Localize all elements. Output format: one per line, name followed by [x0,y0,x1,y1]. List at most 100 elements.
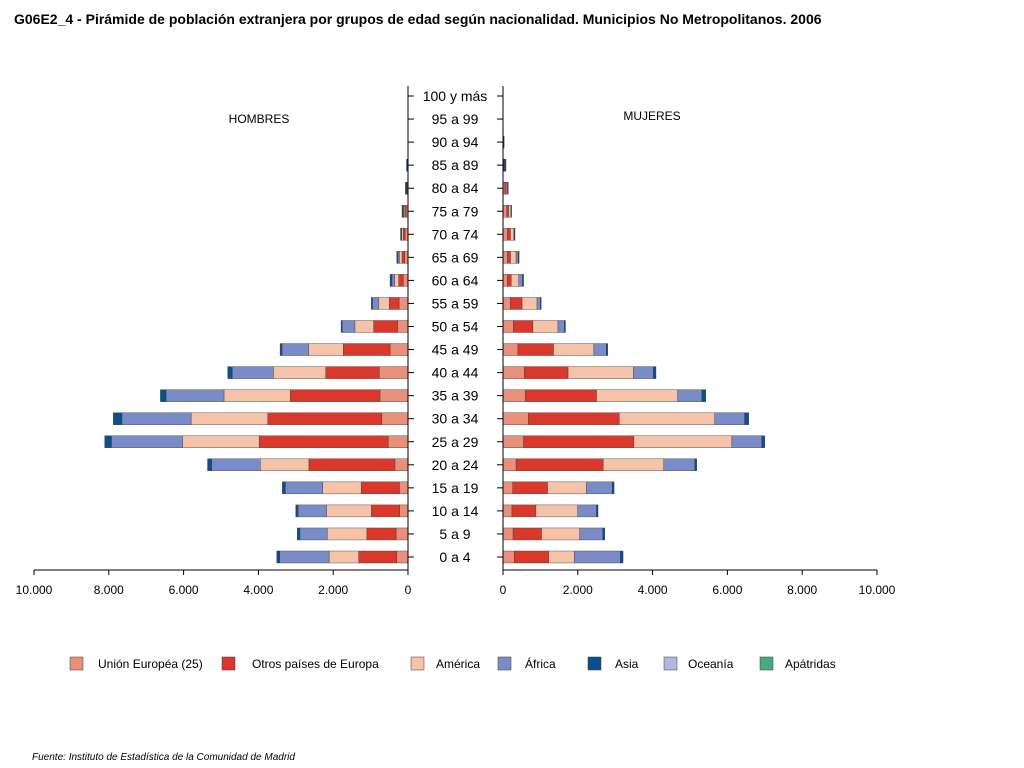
legend-swatch-union-europea-25 [69,656,84,671]
bar-hombres-45-a-49-otros-paises-de-europa [343,343,391,356]
legend-swatch-africa [497,656,512,671]
bar-hombres-45-a-49-africa [281,343,309,356]
bar-mujeres-20-a-24-africa [663,458,696,471]
age-label-10-a-14: 10 a 14 [432,503,479,519]
bar-mujeres-30-a-34-africa [714,412,745,425]
legend-swatch-oceania [663,656,678,671]
bar-hombres-0-a-4-otros-paises-de-europa [358,550,397,564]
bar-hombres-60-a-64-africa [391,274,395,287]
bar-hombres-5-a-9-asia [297,527,301,541]
bar-mujeres-65-a-69-union-europea-25 [502,251,508,264]
x-tick-label-left: 10.000 [16,583,53,597]
bar-hombres-20-a-24-otros-paises-de-europa [308,458,396,471]
bar-mujeres-10-a-14-asia [596,504,599,518]
legend: Unión Européa (25) Otros países de Europa… [69,656,836,671]
bar-hombres-15-a-19-america [322,481,362,495]
bar-mujeres-75-a-79-otros-paises-de-europa [506,205,509,218]
bar-mujeres-30-a-34-otros-paises-de-europa [528,412,620,425]
bar-mujeres-20-a-24-asia [694,458,697,471]
bar-mujeres-10-a-14-america [535,504,578,518]
bar-mujeres-45-a-49-america [553,343,595,356]
bar-hombres-55-a-59-otros-paises-de-europa [389,297,400,310]
bar-hombres-25-a-29-africa [111,435,183,448]
bar-mujeres-0-a-4-america [548,550,575,564]
legend-label-africa: África [525,656,556,671]
bar-hombres-55-a-59-africa [372,297,380,310]
bar-mujeres-70-a-74-america [510,228,515,241]
bar-mujeres-0-a-4-asia [620,550,624,564]
bar-mujeres-35-a-39-asia [701,389,706,402]
bar-mujeres-50-a-54-otros-paises-de-europa [513,320,534,333]
bar-mujeres-65-a-69-africa [515,251,519,264]
bar-mujeres-40-a-44-america [567,366,634,379]
bar-mujeres-70-a-74-asia [514,228,516,241]
bar-hombres-25-a-29-asia [104,435,112,448]
bar-mujeres-55-a-59-union-europea-25 [502,297,511,310]
bars-hombres [104,158,409,564]
bar-hombres-30-a-34-africa [121,412,192,425]
bar-mujeres-25-a-29-union-europea-25 [502,435,524,448]
bar-mujeres-45-a-49-otros-paises-de-europa [517,343,554,356]
bar-mujeres-5-a-9-otros-paises-de-europa [512,527,542,541]
bar-hombres-45-a-49-asia [279,343,283,356]
bar-hombres-65-a-69-asia [396,251,399,264]
side-label-mujeres: MUJERES [623,109,680,123]
age-label-100-y-mas: 100 y más [423,88,488,104]
bar-mujeres-50-a-54-america [532,320,559,333]
bar-mujeres-85-a-89-asia [504,158,507,172]
bar-mujeres-40-a-44-asia [653,366,657,379]
bar-hombres-10-a-14-union-europea-25 [399,504,409,518]
age-label-60-a-64: 60 a 64 [432,272,479,288]
bar-mujeres-35-a-39-otros-paises-de-europa [525,389,597,402]
bar-hombres-75-a-79-otros-paises-de-europa [404,205,407,218]
bar-hombres-40-a-44-union-europea-25 [379,366,409,379]
bar-hombres-10-a-14-asia [295,504,299,518]
bar-mujeres-80-a-84-asia [507,181,509,195]
bar-mujeres-35-a-39-union-europea-25 [502,389,526,402]
bar-mujeres-60-a-64-africa [518,274,523,287]
bar-mujeres-0-a-4-africa [574,550,621,564]
bar-hombres-15-a-19-africa [285,481,323,495]
legend-label-otros-paises-de-europa: Otros países de Europa [252,657,379,671]
x-tick-label-left: 8.000 [94,583,124,597]
bar-mujeres-10-a-14-union-europea-25 [502,504,513,518]
bar-hombres-20-a-24-asia [207,458,212,471]
bar-hombres-60-a-64-america [394,274,399,287]
bar-hombres-5-a-9-otros-paises-de-europa [366,527,397,541]
bar-mujeres-20-a-24-union-europea-25 [502,458,517,471]
bar-hombres-80-a-84-asia [405,181,407,195]
axes [34,86,877,571]
x-tick-label-right: 10.000 [859,583,896,597]
x-tick-label-right: 4.000 [638,583,668,597]
bar-mujeres-15-a-19-otros-paises-de-europa [512,481,548,495]
bar-hombres-30-a-34-union-europea-25 [381,412,409,425]
age-label-5-a-9: 5 a 9 [439,526,470,542]
age-label-80-a-84: 80 a 84 [432,180,479,196]
bar-mujeres-55-a-59-otros-paises-de-europa [510,297,523,310]
bar-mujeres-40-a-44-union-europea-25 [502,366,525,379]
bar-mujeres-60-a-64-union-europea-25 [502,274,508,287]
bar-mujeres-10-a-14-otros-paises-de-europa [511,504,537,518]
bar-hombres-60-a-64-asia [389,274,393,287]
bar-mujeres-15-a-19-union-europea-25 [502,481,513,495]
bar-hombres-50-a-54-africa [341,320,356,333]
bar-mujeres-50-a-54-africa [557,320,565,333]
bar-hombres-25-a-29-union-europea-25 [387,435,409,448]
bar-hombres-65-a-69-america [399,251,403,264]
age-label-30-a-34: 30 a 34 [432,411,479,427]
bar-mujeres-55-a-59-america [521,297,538,310]
bar-mujeres-65-a-69-otros-paises-de-europa [507,251,511,264]
bar-mujeres-70-a-74-union-europea-25 [502,228,508,241]
bar-hombres-60-a-64-union-europea-25 [402,274,409,287]
age-label-70-a-74: 70 a 74 [432,226,479,242]
bar-hombres-0-a-4-america [328,550,359,564]
bar-hombres-50-a-54-otros-paises-de-europa [373,320,398,333]
bar-mujeres-40-a-44-otros-paises-de-europa [524,366,569,379]
legend-label-union-europea-25: Unión Européa (25) [98,657,203,671]
bar-mujeres-60-a-64-asia [522,274,524,287]
source-note: Fuente: Instituto de Estadística de la C… [32,752,295,763]
bar-hombres-65-a-69-union-europea-25 [404,251,409,264]
bar-hombres-50-a-54-asia [340,320,343,333]
bar-mujeres-70-a-74-otros-paises-de-europa [507,228,511,241]
